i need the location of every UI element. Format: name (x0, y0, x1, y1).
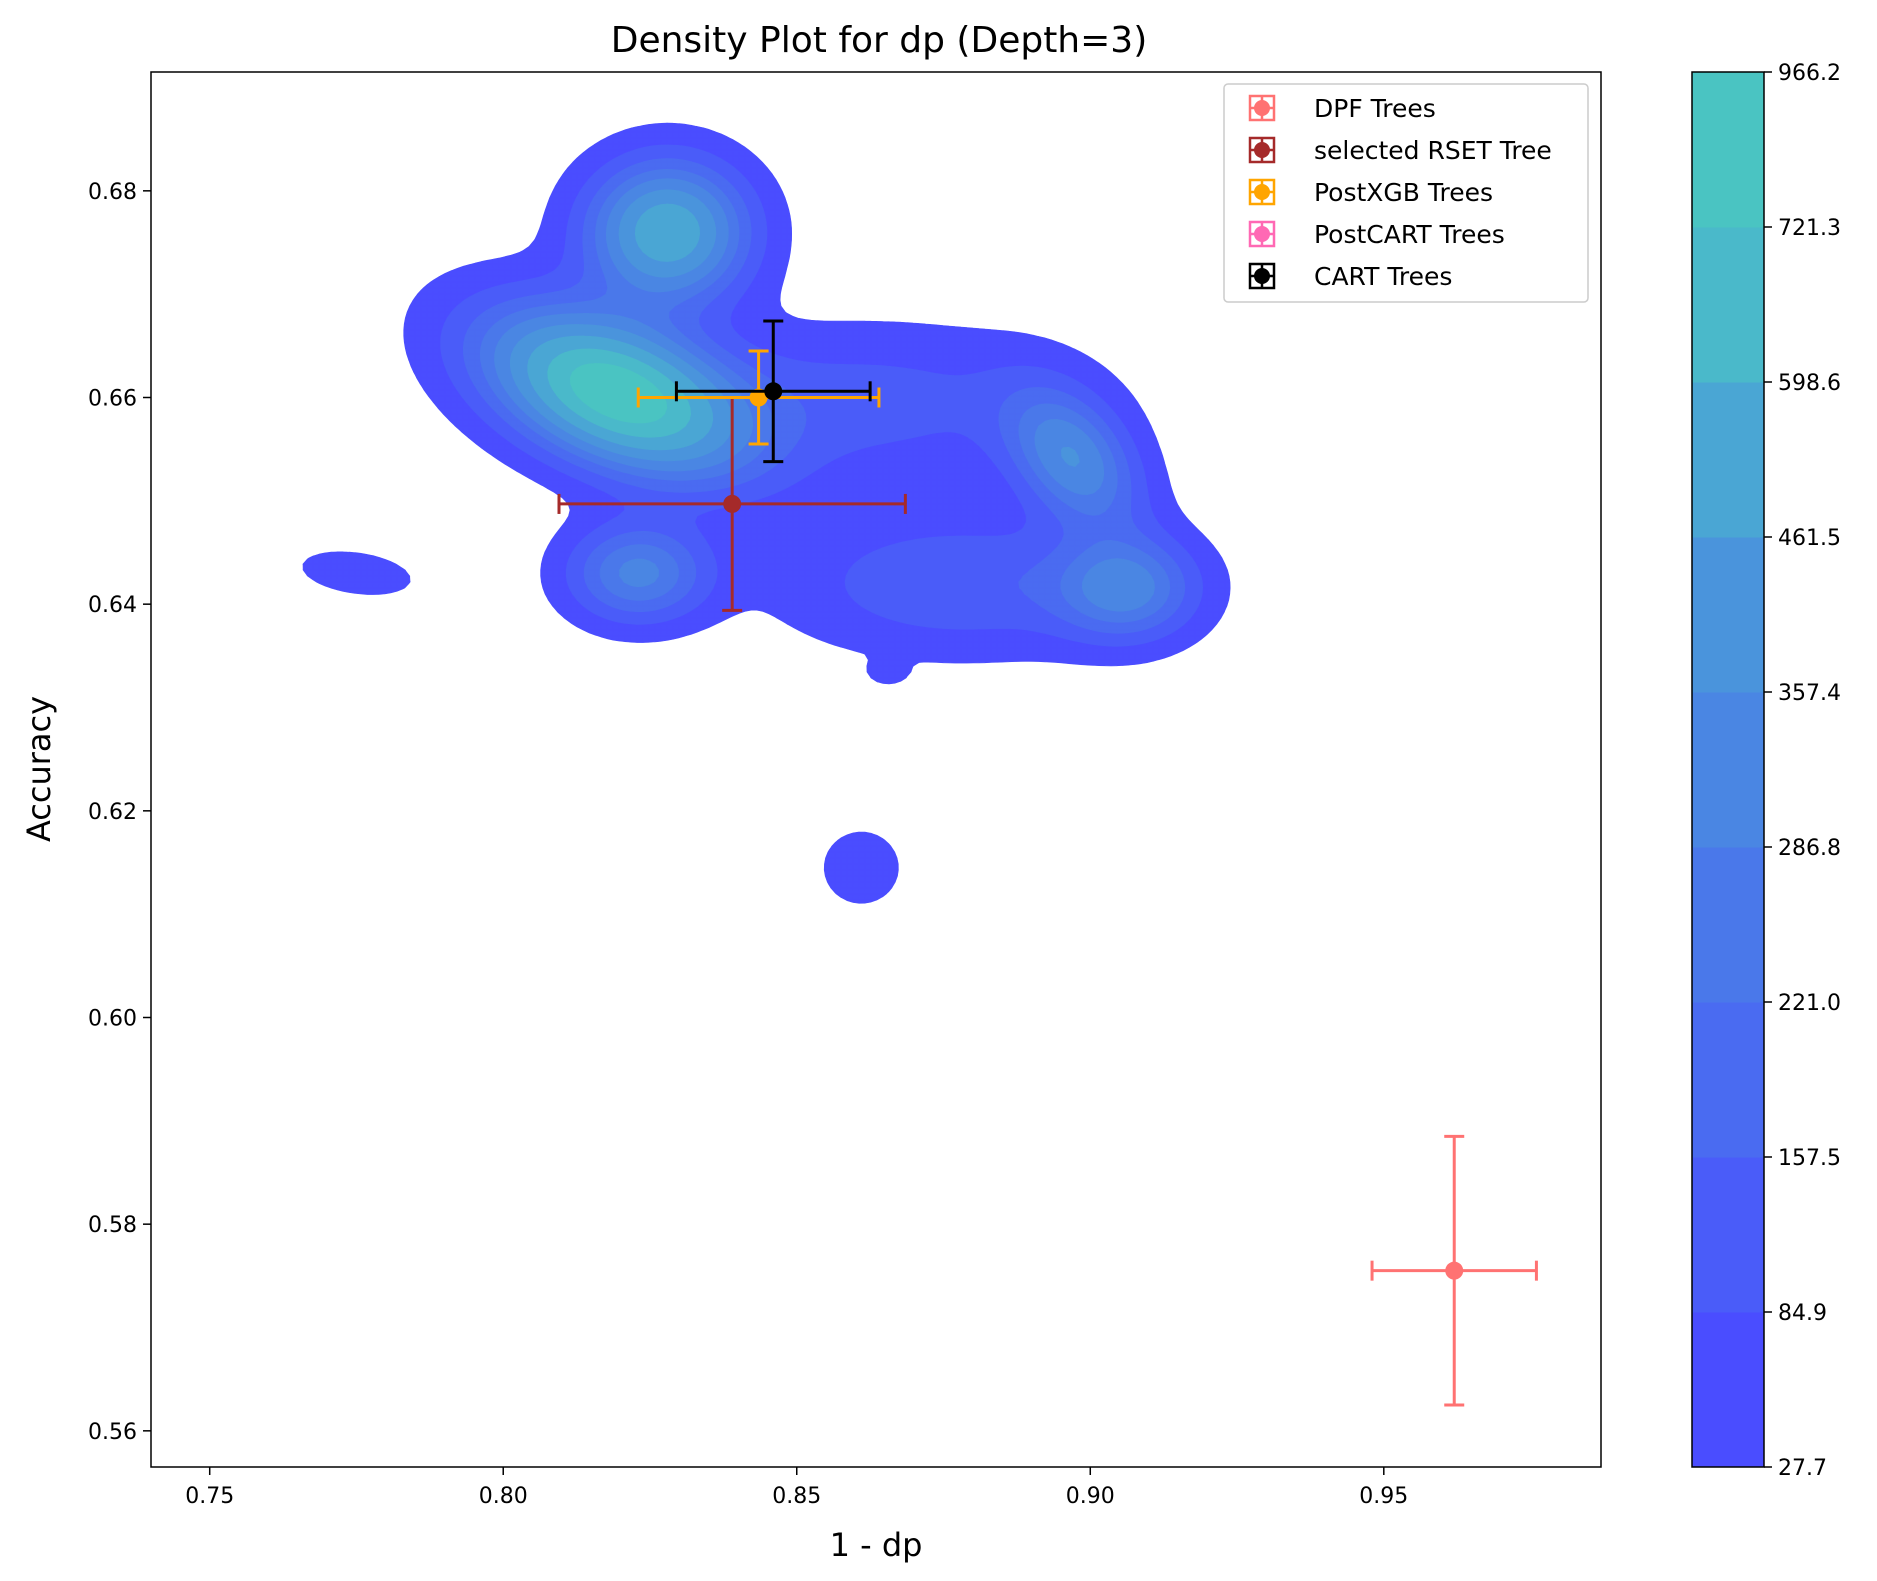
colorbar-band-6 (1692, 537, 1764, 693)
legend-label-1: DPF Trees (1314, 94, 1436, 123)
series-5 (674, 319, 872, 464)
x-axis: 0.75 0.80 0.85 0.90 0.95 (185, 1467, 1408, 1509)
legend-entry-5 (1248, 262, 1276, 290)
legend-label-2: selected RSET Tree (1314, 136, 1552, 165)
legend-label-5: CART Trees (1314, 262, 1452, 291)
colorbar-tick-label-1: 84.9 (1778, 1301, 1827, 1326)
series-1 (1370, 1134, 1538, 1407)
colorbar-band-7 (1692, 382, 1764, 538)
legend-entry-4 (1248, 220, 1276, 248)
y-tick-label-6: 0.68 (88, 180, 137, 205)
series-3 (636, 349, 881, 446)
x-tick-label-3: 0.90 (1066, 1484, 1115, 1509)
legend-label-3: PostXGB Trees (1314, 178, 1493, 207)
legend-entry-2 (1248, 136, 1276, 164)
colorbar-band-9 (1692, 72, 1764, 228)
x-tick-label-1: 0.80 (479, 1484, 528, 1509)
legend-entry-3 (1248, 178, 1276, 206)
legend-entry-1 (1248, 94, 1276, 122)
colorbar-tick-label-0: 27.7 (1778, 1456, 1827, 1481)
legend-marker-dot-1 (1254, 100, 1270, 116)
plot-frame (150, 71, 1602, 1468)
legend-marker-dot-3 (1254, 184, 1270, 200)
series-3-point (749, 388, 768, 407)
colorbar-band-5 (1692, 692, 1764, 848)
y-axis: 0.56 0.58 0.60 0.62 0.64 0.66 0.68 (88, 180, 151, 1445)
y-tick-label-2: 0.60 (88, 1007, 137, 1032)
colorbar-tick-label-7: 598.6 (1778, 371, 1841, 396)
series-5-point (764, 382, 783, 401)
y-tick-label-1: 0.58 (88, 1213, 137, 1238)
y-tick-label-0: 0.56 (88, 1420, 137, 1445)
error-bars (557, 319, 1538, 1407)
colorbar-tick-label-5: 357.4 (1778, 681, 1841, 706)
y-axis-label: Accuracy (20, 696, 58, 842)
colorbar: 27.7 84.9 157.5 221.0 286.8 357.4 461.5 598.6 72… (1691, 61, 1841, 1481)
colorbar-band-1 (1692, 1312, 1764, 1468)
legend-box (1223, 83, 1589, 303)
legend-marker-dot-5 (1254, 268, 1270, 284)
x-axis-label: 1 - dp (830, 1526, 923, 1564)
y-tick-label-5: 0.66 (88, 387, 137, 412)
legend-marker-dot-4 (1254, 226, 1270, 242)
y-tick-label-3: 0.62 (88, 800, 137, 825)
series-1-point (1445, 1261, 1464, 1280)
colorbar-band-8 (1692, 227, 1764, 383)
colorbar-band-4 (1692, 847, 1764, 1003)
series-2-point (723, 494, 742, 513)
colorbar-frame (1691, 71, 1765, 1468)
legend-label-4: PostCART Trees (1314, 220, 1505, 249)
colorbar-tick-label-4: 286.8 (1778, 836, 1841, 861)
legend: DPF Trees selected RSET Tree PostXGB Trees… (1223, 83, 1589, 303)
density-contours (302, 122, 1231, 904)
x-tick-label-4: 0.95 (1359, 1484, 1408, 1509)
colorbar-tick-label-9: 966.2 (1778, 61, 1841, 86)
colorbar-tick-label-3: 221.0 (1778, 991, 1841, 1016)
colorbar-tick-label-6: 461.5 (1778, 526, 1841, 551)
x-tick-label-2: 0.85 (772, 1484, 821, 1509)
x-tick-label-0: 0.75 (185, 1484, 234, 1509)
colorbar-band-2 (1692, 1157, 1764, 1313)
y-tick-label-4: 0.64 (88, 593, 137, 618)
chart-title: Density Plot for dp (Depth=3) (611, 20, 1148, 61)
density-band-9 (569, 363, 668, 424)
legend-marker-dot-2 (1254, 142, 1270, 158)
colorbar-tick-label-8: 721.3 (1778, 216, 1841, 241)
colorbar-tick-label-2: 157.5 (1778, 1146, 1841, 1171)
colorbar-band-3 (1692, 1002, 1764, 1158)
